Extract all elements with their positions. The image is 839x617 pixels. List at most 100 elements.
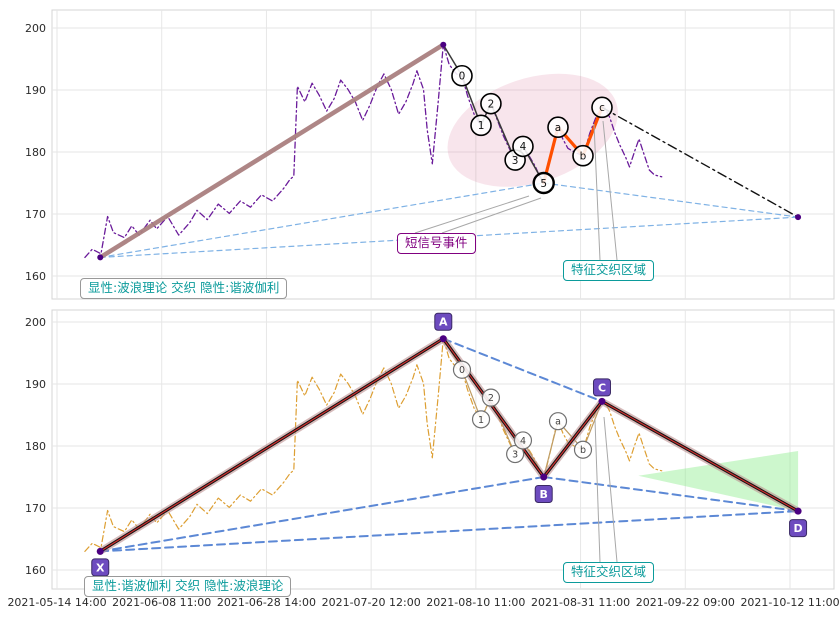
wave-badge-text: 4 [520, 141, 527, 153]
wave-badge-circle [471, 410, 491, 429]
y-axis-tick-label: 190 [25, 84, 46, 97]
pattern-point-label-text: A [439, 316, 448, 329]
plot-border [51, 309, 835, 590]
wave-badge-text: 0 [459, 365, 465, 376]
wave-badge-circle [470, 114, 492, 137]
annotation-leader-line [603, 416, 618, 563]
annotation-leader-line [594, 419, 601, 563]
y-axis-tick-label: 190 [25, 378, 46, 391]
gridlines [52, 10, 834, 299]
wave-badge-circle [452, 360, 472, 379]
x-axis-tick-label: 2021-06-28 14:00 [217, 596, 316, 609]
wave-badge-a: a [547, 116, 569, 138]
wave-badge-circle [451, 64, 473, 87]
annotation-legend-wave: 显性:波浪理论 交织 隐性:谐波伽利 [80, 278, 288, 300]
wave-badge-4: 4 [513, 431, 533, 450]
projection-c-d [601, 106, 799, 218]
pattern-point-label-box [534, 485, 553, 503]
wave-badge-text: 2 [488, 98, 495, 110]
point-marker-d [794, 507, 802, 515]
pattern-point-label-box [592, 378, 611, 397]
dashed-b-d [542, 476, 800, 513]
annotation-leader-line [441, 197, 542, 234]
pattern-point-label-c: C [592, 378, 611, 397]
harmonic-gartley-panel: 200 190 180 170 160 2021-05-14 14:00 2021-06-0… [7, 309, 839, 609]
y-axis-tick-label: 160 [25, 270, 46, 283]
point-marker-x [96, 547, 104, 555]
wave-badge-circle [573, 440, 593, 459]
annotation-feature-zone-top: 特征交织区域 [563, 260, 655, 282]
wave-badge-circle [548, 412, 568, 431]
wave-badge-circle [532, 171, 555, 195]
wave-badge-3: 3 [506, 444, 525, 464]
wave-badge-1: 1 [470, 114, 492, 137]
pattern-point-label-box [91, 558, 110, 577]
annotation-leader-line [602, 120, 618, 261]
pattern-point-label-a: A [434, 312, 453, 331]
pattern-point-label-box [789, 519, 808, 538]
wave-badge-text: 1 [478, 415, 484, 426]
wave-badge-text: 1 [478, 120, 485, 132]
dashed-a-c [442, 337, 603, 403]
wave-badge-1: 1 [471, 410, 491, 429]
wave-badge-circle [572, 144, 594, 167]
y-axis-tick-label: 170 [25, 208, 46, 221]
pattern-point-label-text: B [540, 488, 548, 501]
wave-badge-text: b [580, 445, 586, 456]
elliott-wave-panel: 200 190 180 170 160 0 12 34 5 a b c [25, 9, 835, 300]
annotation-legend-harmonic: 显性:谐波伽利 交织 隐性:波浪理论 [84, 576, 292, 598]
wave-badge-0: 0 [451, 64, 473, 87]
point-marker-x [97, 254, 104, 261]
dashed-x-d [99, 510, 800, 553]
dashed-trend-x-b [99, 182, 545, 258]
x-axis-tick-label: 2021-08-31 11:00 [531, 596, 630, 609]
wave-badge-circle [547, 116, 569, 138]
dashed-trend-b-d [543, 182, 799, 218]
wave-badge-text: a [555, 417, 561, 428]
wave-badge-text: c [599, 102, 605, 114]
point-marker-a [439, 335, 447, 343]
annotation-short-signal-event: 短信号事件 [397, 233, 476, 255]
wave-badge-circle [512, 135, 534, 158]
wave-badge-text: 5 [540, 178, 547, 190]
x-axis-tick-label: 2021-09-22 09:00 [636, 596, 735, 609]
pattern-point-label-b: B [534, 485, 553, 503]
dashed-x-b [99, 476, 545, 553]
x-axis-tick-label: 2021-07-20 12:00 [322, 596, 421, 609]
y-axis-tick-label: 180 [25, 440, 46, 453]
y-axis-tick-label: 180 [25, 146, 46, 159]
wave-badge-circle [513, 431, 533, 450]
annotation-leader-line [593, 123, 601, 261]
pattern-point-label-text: C [598, 381, 606, 394]
price-series [84, 338, 663, 552]
pattern-point-label-box [434, 312, 453, 331]
wave-badge-circle [591, 96, 613, 119]
impulse-x-a [97, 42, 446, 260]
wave-badge-text: b [580, 151, 587, 163]
point-marker-a [440, 41, 447, 48]
wave-badge-b: b [573, 440, 593, 459]
harmonic-x-a-b-c-d-layer-0 [96, 335, 802, 555]
wave-badge-text: a [555, 122, 561, 134]
wave-badge-c: c [591, 96, 613, 119]
point-marker-c [598, 397, 606, 405]
wave-badge-4: 4 [512, 135, 534, 158]
wave-badge-text: 2 [488, 393, 494, 404]
plot-border [51, 9, 835, 300]
annotation-leader-line [414, 195, 530, 234]
x-axis-tick-label: 2021-06-08 11:00 [112, 596, 211, 609]
wave-badge-2: 2 [481, 388, 501, 407]
wave-badge-text: 4 [520, 436, 526, 447]
wave-a-b-c [542, 105, 604, 185]
harmonic-x-a-b-c-d-layer-1 [98, 337, 800, 553]
wave-badge-2: 2 [480, 92, 502, 115]
y-axis-tick-label: 170 [25, 502, 46, 515]
pattern-point-label-text: X [96, 561, 105, 574]
pattern-point-label-d: D [789, 519, 808, 538]
x-axis-tick-label: 2021-05-14 14:00 [7, 596, 106, 609]
wave-badge-circle [480, 92, 502, 115]
wave-badge-5: 5 [532, 171, 555, 195]
wave-badge-0: 0 [452, 360, 472, 379]
wave-badge-text: 3 [512, 155, 519, 167]
